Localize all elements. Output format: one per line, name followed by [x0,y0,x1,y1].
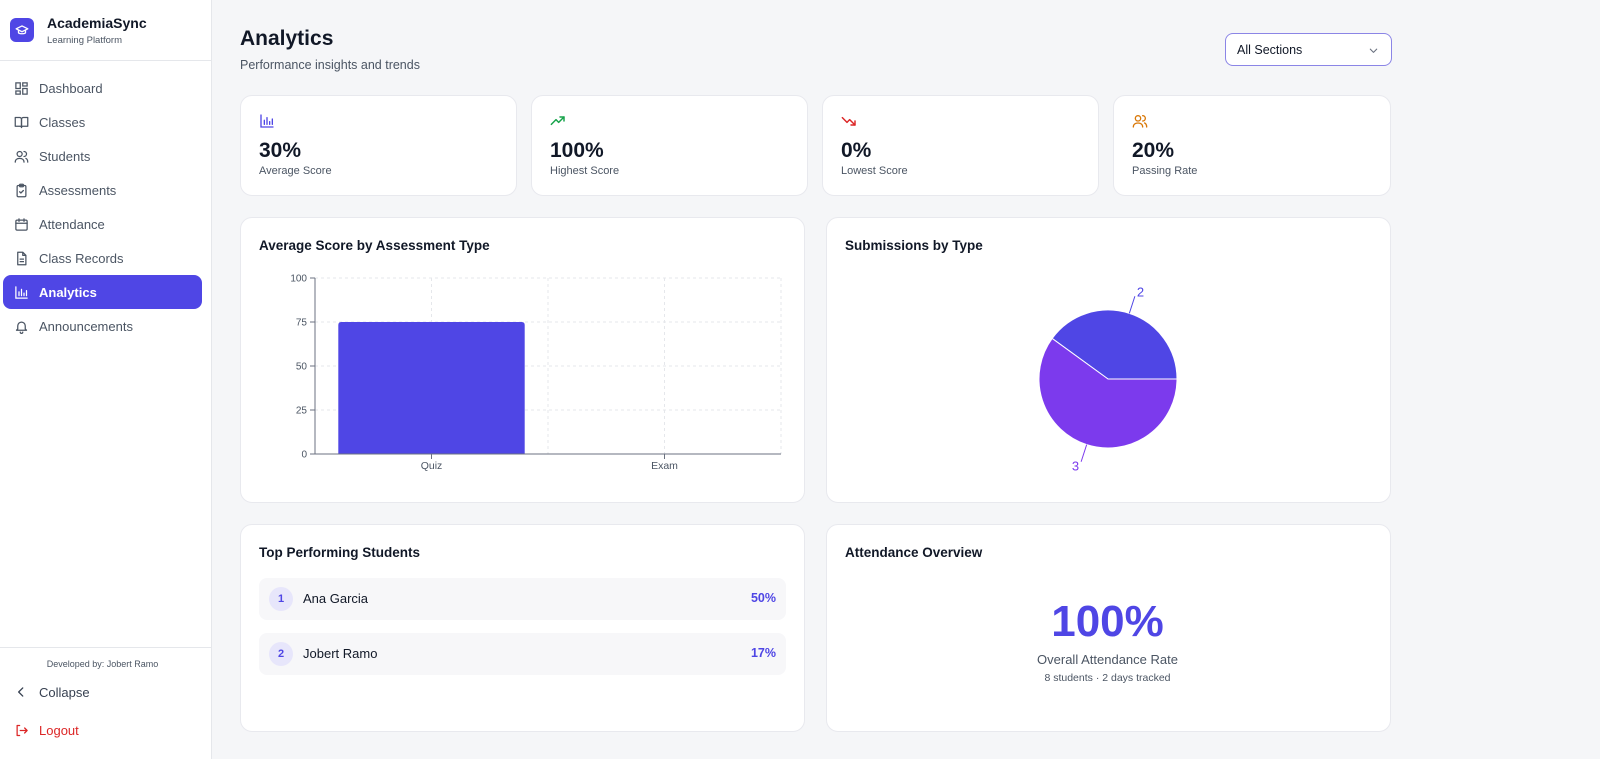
student-score: 17% [750,646,776,660]
sidebar-item-label: Analytics [39,284,97,300]
bar-chart-icon [259,113,275,129]
attendance-rate-label: Overall Attendance Rate [1037,652,1178,667]
sidebar-item-label: Assessments [39,182,117,198]
attendance-rate: 100% [1051,597,1164,646]
sidebar-footer: Developed by: Jobert Ramo Collapse Logou… [0,647,212,759]
logout-label: Logout [39,722,79,738]
y-tick-label: 50 [296,362,308,373]
y-tick-label: 75 [296,318,308,329]
stat-label: Passing Rate [1132,165,1198,177]
sidebar-item-label: Classes [39,114,86,130]
chevron-down-icon [1368,45,1379,59]
trending-up-icon [550,113,566,129]
stat-card-lowest-score: 0% Lowest Score [822,95,1099,196]
student-score: 50% [750,591,776,605]
sidebar-item-label: Announcements [39,318,133,334]
brand: AcademiaSync Learning Platform [0,0,211,61]
collapse-label: Collapse [39,684,90,700]
bar-chart: 0 25 50 75 100 Quiz Exam [290,274,782,472]
stat-value: 0% [841,139,872,162]
sidebar-item-label: Dashboard [39,80,103,96]
x-tick-label: Quiz [421,460,443,472]
sidebar-item-announcements[interactable]: Announcements [3,309,202,343]
developer-credit: Developed by: Jobert Ramo [46,659,159,669]
sidebar: AcademiaSync Learning Platform Dashboard… [0,0,212,759]
sidebar-item-label: Class Records [39,250,124,266]
attendance-detail: 8 students · 2 days tracked [1044,672,1171,684]
section-select[interactable]: All Sections [1225,33,1392,66]
sidebar-item-students[interactable]: Students [3,139,202,173]
student-row: 1 Ana Garcia 50% [259,578,786,620]
book-icon [13,114,29,130]
bar-chart-icon [13,284,29,300]
app-tagline: Learning Platform [47,35,122,46]
pie-label-line [1128,296,1136,314]
pie-slice [1051,309,1178,380]
y-tick-label: 0 [301,450,307,461]
sidebar-item-dashboard[interactable]: Dashboard [3,71,202,105]
pie-label-line [1080,444,1088,462]
sidebar-item-analytics[interactable]: Analytics [3,275,202,309]
attendance-title: Attendance Overview [845,545,983,560]
stat-value: 30% [259,139,302,162]
stat-label: Highest Score [550,165,620,177]
sidebar-item-label: Students [39,148,91,164]
top-students-title: Top Performing Students [259,545,420,560]
student-name: Jobert Ramo [303,646,378,661]
logout-icon [13,722,29,738]
dashboard-icon [13,80,29,96]
sidebar-item-attendance[interactable]: Attendance [3,207,202,241]
trending-down-icon [841,113,857,129]
bar [338,322,525,454]
pie-chart: 23 [1038,284,1178,474]
collapse-button[interactable]: Collapse [13,684,90,700]
pie-chart-title: Submissions by Type [845,238,983,253]
sidebar-item-label: Attendance [39,216,105,232]
student-name: Ana Garcia [303,591,369,606]
y-tick-label: 25 [296,406,308,417]
sidebar-item-classes[interactable]: Classes [3,105,202,139]
bar-chart-title: Average Score by Assessment Type [259,238,490,253]
users-icon [1132,113,1148,129]
sidebar-item-assessments[interactable]: Assessments [3,173,202,207]
pie-label: 3 [1072,459,1079,474]
student-row: 2 Jobert Ramo 17% [259,633,786,675]
page-title: Analytics [240,27,334,50]
stat-label: Average Score [259,165,332,177]
file-text-icon [13,250,29,266]
stat-value: 20% [1132,139,1175,162]
rank-badge: 1 [269,587,293,611]
bar-chart-card: Average Score by Assessment Type 0 25 50 75… [240,217,805,503]
rank-badge: 2 [269,642,293,666]
clipboard-check-icon [13,182,29,198]
stat-card-average-score: 30% Average Score [240,95,517,196]
bell-icon [13,318,29,334]
y-tick-label: 100 [290,274,307,285]
sidebar-nav: Dashboard Classes Students Assessments A… [0,71,212,343]
attendance-card: Attendance Overview 100% Overall Attenda… [826,524,1391,732]
stat-value: 100% [550,139,604,162]
stat-label: Lowest Score [841,165,908,177]
page-subtitle: Performance insights and trends [240,58,420,72]
sidebar-item-class-records[interactable]: Class Records [3,241,202,275]
section-select-value: All Sections [1237,42,1303,57]
chevron-left-icon [13,684,29,700]
top-students-card: Top Performing Students 1 Ana Garcia 50%… [240,524,805,732]
logout-button[interactable]: Logout [13,722,79,738]
calendar-icon [13,216,29,232]
x-tick-label: Exam [651,460,678,472]
pie-label: 2 [1137,284,1144,299]
users-icon [13,148,29,164]
graduation-cap-icon [10,18,34,42]
app-name: AcademiaSync [47,15,147,31]
stat-card-passing-rate: 20% Passing Rate [1113,95,1391,196]
stat-card-highest-score: 100% Highest Score [531,95,808,196]
